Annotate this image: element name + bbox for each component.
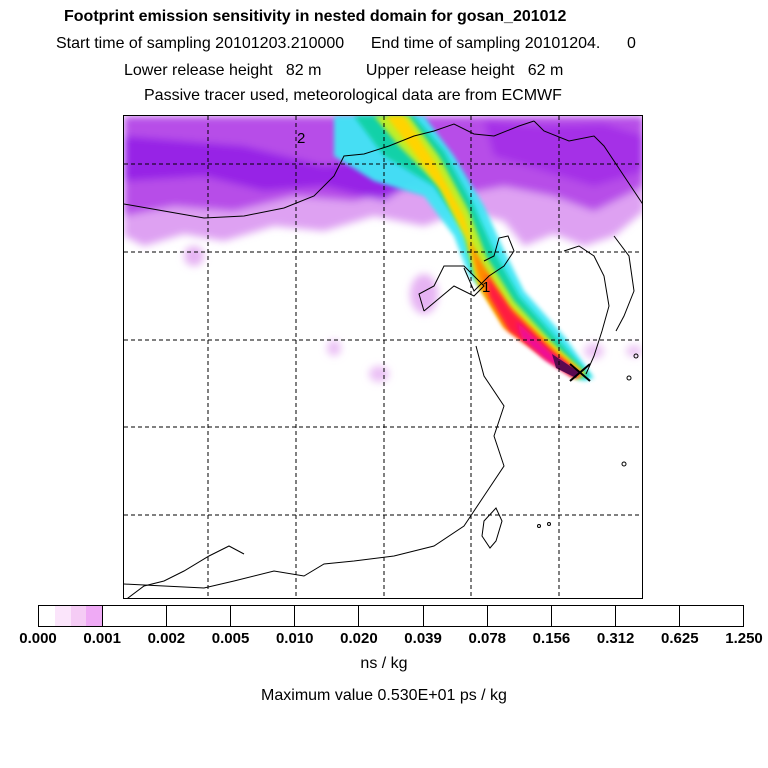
colorbar-swatch <box>311 606 327 626</box>
small-islands <box>537 353 639 528</box>
colorbar-swatch <box>583 606 599 626</box>
colorbar-swatch <box>727 606 743 626</box>
colorbar-swatch <box>455 606 471 626</box>
tracer-info-line: Passive tracer used, meteorological data… <box>144 87 562 104</box>
colorbar-swatch <box>295 606 311 626</box>
colorbar-segment <box>39 606 104 626</box>
colorbar-swatch <box>103 606 119 626</box>
colorbar-swatch <box>279 606 295 626</box>
colorbar-tick-label: 0.020 <box>340 630 378 647</box>
colorbar-swatch <box>568 606 584 626</box>
colorbar-tick-label: 0.312 <box>596 630 635 647</box>
colorbar-swatch <box>599 606 615 626</box>
colorbar-swatch <box>712 606 728 626</box>
colorbar-swatch <box>424 606 440 626</box>
colorbar-swatch <box>359 606 375 626</box>
colorbar-swatch <box>215 606 231 626</box>
footprint-map: 1 2 <box>123 115 643 599</box>
colorbar-swatch <box>343 606 359 626</box>
trajectory-marker-1: 1 <box>482 279 490 296</box>
release-height-line: Lower release height 82 m Upper release … <box>124 62 564 79</box>
colorbar-swatch <box>407 606 423 626</box>
colorbar-swatch <box>375 606 391 626</box>
colorbar-swatch <box>519 606 535 626</box>
colorbar-tick-label: 0.005 <box>211 630 250 647</box>
colorbar-swatch <box>70 606 87 626</box>
colorbar-swatch <box>231 606 247 626</box>
trajectory-marker-2: 2 <box>297 130 305 147</box>
colorbar-swatch <box>119 606 135 626</box>
colorbar-tick-label: 1.250 <box>725 630 763 647</box>
colorbar <box>38 605 744 627</box>
colorbar-segment <box>167 606 232 626</box>
colorbar-tick-label: 0.001 <box>83 630 121 647</box>
colorbar-segment <box>295 606 360 626</box>
colorbar-swatch <box>327 606 343 626</box>
x-icon <box>569 363 591 382</box>
colorbar-swatch <box>135 606 151 626</box>
colorbar-swatch <box>616 606 632 626</box>
colorbar-swatch <box>391 606 407 626</box>
colorbar-tick-label: 0.625 <box>661 630 699 647</box>
map-canvas: 1 2 <box>124 116 642 598</box>
lat-lon-grid <box>124 116 642 598</box>
colorbar-swatch <box>663 606 679 626</box>
colorbar-swatch <box>263 606 279 626</box>
colorbar-swatch <box>680 606 696 626</box>
colorbar-swatch <box>503 606 519 626</box>
colorbar-swatch <box>39 606 55 626</box>
colorbar-tick-label: 0.000 <box>19 630 57 647</box>
colorbar-segment <box>103 606 168 626</box>
colorbar-swatch <box>535 606 551 626</box>
colorbar-segment <box>231 606 296 626</box>
colorbar-swatch <box>167 606 183 626</box>
colorbar-tick-label: 0.002 <box>147 630 186 647</box>
colorbar-segment <box>424 606 488 626</box>
colorbar-swatch <box>471 606 487 626</box>
colorbar-tick-label: 0.010 <box>275 630 314 647</box>
maximum-value-line: Maximum value 0.530E+01 ps / kg <box>261 687 507 704</box>
colorbar-swatch <box>199 606 215 626</box>
colorbar-swatch <box>183 606 199 626</box>
colorbar-tick-label: 0.078 <box>468 630 507 647</box>
colorbar-swatch <box>632 606 648 626</box>
colorbar-swatch <box>150 606 166 626</box>
colorbar-swatch <box>488 606 504 626</box>
colorbar-swatch <box>247 606 263 626</box>
colorbar-segment <box>616 606 680 626</box>
colorbar-segment <box>359 606 424 626</box>
colorbar-swatch <box>439 606 455 626</box>
coastlines <box>124 120 642 598</box>
sampling-time-line: Start time of sampling 20101203.210000 E… <box>56 35 636 52</box>
colorbar-swatch <box>86 606 103 626</box>
colorbar-units: ns / kg <box>360 655 408 672</box>
colorbar-swatch <box>54 606 71 626</box>
colorbar-swatch <box>647 606 663 626</box>
colorbar-swatch <box>696 606 712 626</box>
colorbar-tick-label: 0.156 <box>532 630 571 647</box>
colorbar-segment <box>552 606 616 626</box>
colorbar-swatch <box>552 606 568 626</box>
plot-title: Footprint emission sensitivity in nested… <box>64 8 567 25</box>
colorbar-tick-label: 0.039 <box>404 630 442 647</box>
colorbar-segment <box>488 606 552 626</box>
colorbar-segment <box>680 606 743 626</box>
